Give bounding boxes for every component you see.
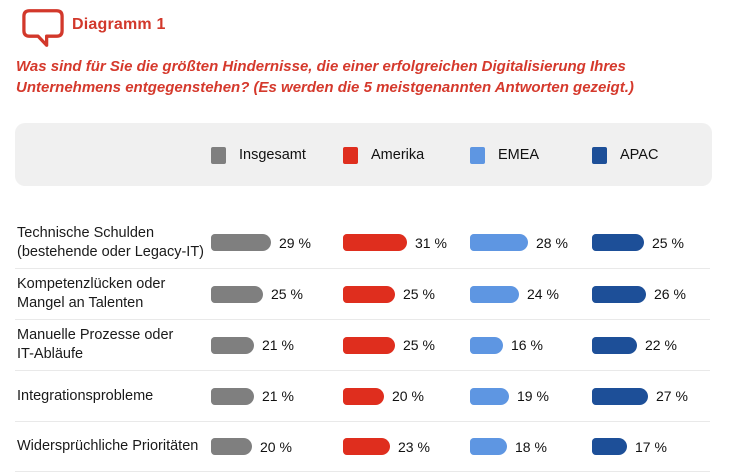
legend-label: Amerika	[371, 147, 425, 163]
bar-value-label: 21 %	[262, 337, 294, 353]
bar-group-emea: 19 %	[470, 371, 549, 421]
bar-group-amerika: 25 %	[343, 269, 435, 319]
legend-label: APAC	[620, 147, 659, 163]
category-label: Technische Schulden (bestehende oder Lega…	[17, 224, 204, 260]
bar-group-apac: 17 %	[592, 422, 667, 471]
bar-group-insgesamt: 25 %	[211, 269, 303, 319]
legend-swatch-icon	[343, 146, 358, 164]
category-label: Manuelle Prozesse oder IT-Abläufe	[17, 327, 174, 362]
bar-group-apac: 27 %	[592, 371, 688, 421]
bar-amerika	[343, 285, 395, 303]
bar-value-label: 28 %	[536, 234, 568, 251]
bar-value-label: 25 %	[271, 286, 303, 302]
bar-emea	[470, 438, 507, 455]
chart-row: Widersprüchliche Prioritäten 20 % 23 % 18 %…	[15, 421, 710, 472]
bar-value-label: 24 %	[527, 286, 559, 302]
chart-row: Kompetenzlücken oder Mangel an Talenten 25…	[15, 268, 710, 319]
category-label: Integrationsprobleme	[17, 387, 154, 404]
bar-group-apac: 25 %	[592, 217, 684, 268]
bar-emea	[470, 387, 509, 405]
bar-group-apac: 22 %	[592, 320, 677, 370]
bar-value-label: 25 %	[403, 286, 435, 302]
bar-value-label: 18 %	[515, 438, 547, 455]
bar-group-emea: 18 %	[470, 422, 547, 471]
bar-amerika	[343, 438, 390, 455]
bar-group-amerika: 31 %	[343, 217, 447, 268]
bar-value-label: 16 %	[511, 337, 543, 353]
bar-value-label: 25 %	[403, 337, 435, 353]
chart-row: Manuelle Prozesse oder IT-Abläufe 21 % 25 %…	[15, 319, 710, 370]
bar-group-insgesamt: 21 %	[211, 320, 294, 370]
bar-amerika	[343, 234, 407, 251]
chart-row: Integrationsprobleme 21 % 20 % 19 % 27 %	[15, 370, 710, 421]
bar-group-emea: 24 %	[470, 269, 559, 319]
chart-rows: Technische Schulden (bestehende oder Lega…	[15, 217, 710, 472]
bar-apac	[592, 336, 637, 354]
legend-label: Insgesamt	[239, 147, 306, 163]
bar-insgesamt	[211, 336, 254, 354]
speech-bubble-icon	[20, 8, 66, 53]
bar-value-label: 26 %	[654, 286, 686, 302]
bar-value-label: 22 %	[645, 337, 677, 353]
legend-item-emea: EMEA	[470, 145, 539, 165]
bar-value-label: 17 %	[635, 438, 667, 455]
bar-group-amerika: 20 %	[343, 371, 424, 421]
bar-value-label: 20 %	[392, 388, 424, 404]
bar-apac	[592, 234, 644, 251]
legend-item-insgesamt: Insgesamt	[211, 145, 306, 165]
page-title: Diagramm 1	[72, 16, 166, 33]
bar-apac	[592, 438, 627, 455]
bar-amerika	[343, 387, 384, 405]
bar-insgesamt	[211, 285, 263, 303]
bar-value-label: 31 %	[415, 234, 447, 251]
bar-apac	[592, 285, 646, 303]
question-text: Was sind für Sie die größten Hindernisse…	[16, 58, 634, 96]
bar-apac	[592, 387, 648, 405]
bar-group-apac: 26 %	[592, 269, 686, 319]
bar-value-label: 29 %	[279, 234, 311, 251]
bar-group-amerika: 23 %	[343, 422, 430, 471]
category-label: Kompetenzlücken oder Mangel an Talenten	[17, 276, 166, 311]
bar-emea	[470, 285, 519, 303]
legend-band: Insgesamt Amerika EMEA APAC	[15, 123, 712, 186]
bar-group-insgesamt: 29 %	[211, 217, 311, 268]
legend-swatch-icon	[592, 146, 607, 164]
bar-value-label: 25 %	[652, 234, 684, 251]
legend-swatch-icon	[470, 146, 485, 164]
legend-item-apac: APAC	[592, 145, 658, 165]
legend-swatch-icon	[211, 146, 226, 164]
chart-row: Technische Schulden (bestehende oder Lega…	[15, 217, 710, 268]
bar-value-label: 21 %	[262, 388, 294, 404]
bar-group-insgesamt: 21 %	[211, 371, 294, 421]
category-label: Widersprüchliche Prioritäten	[17, 438, 199, 454]
bar-group-amerika: 25 %	[343, 320, 435, 370]
bar-insgesamt	[211, 234, 271, 251]
bar-emea	[470, 336, 503, 354]
legend-label: EMEA	[498, 147, 540, 163]
legend-item-amerika: Amerika	[343, 145, 424, 165]
bar-group-insgesamt: 20 %	[211, 422, 292, 471]
bar-group-emea: 28 %	[470, 217, 568, 268]
bar-emea	[470, 234, 528, 251]
bar-value-label: 19 %	[517, 388, 549, 404]
bar-value-label: 20 %	[260, 438, 292, 455]
bar-group-emea: 16 %	[470, 320, 543, 370]
bar-value-label: 23 %	[398, 438, 430, 455]
bar-insgesamt	[211, 387, 254, 405]
bar-insgesamt	[211, 438, 252, 455]
bar-value-label: 27 %	[656, 388, 688, 404]
bar-amerika	[343, 336, 395, 354]
